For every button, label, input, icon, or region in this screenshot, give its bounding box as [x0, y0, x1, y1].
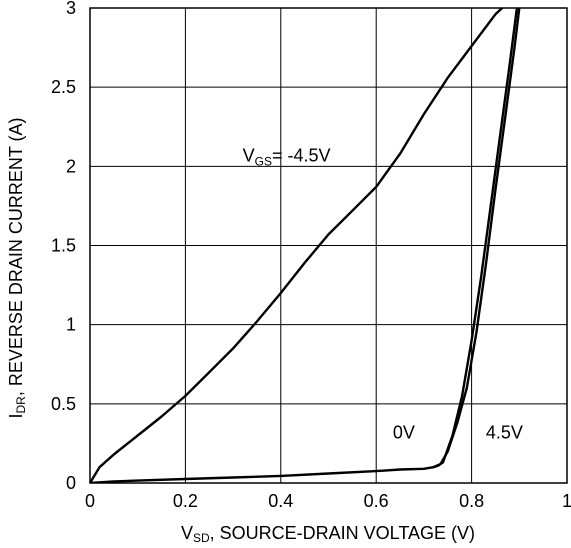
x-tick-label: 0.6 [364, 491, 389, 511]
y-tick-label: 2 [66, 156, 76, 176]
annotation-0v: 0V [393, 423, 415, 443]
x-tick-label: 0.4 [268, 491, 293, 511]
annotation-4p5v: 4.5V [486, 423, 523, 443]
y-axis-ticks: 0 0.5 1 1.5 2 2.5 3 [51, 0, 76, 493]
series-4p5v-line [432, 8, 521, 469]
y-tick-label: 1 [66, 315, 76, 335]
y-tick-label: 1.5 [51, 236, 76, 256]
y-tick-label: 2.5 [51, 77, 76, 97]
series-0v-line [90, 8, 519, 483]
grid [90, 8, 567, 483]
y-tick-label: 0 [66, 473, 76, 493]
x-axis-ticks: 0 0.2 0.4 0.6 0.8 1 [85, 491, 571, 511]
annotation-vgs-neg4p5v: VGS= -4.5V [243, 146, 331, 169]
y-axis-label: IDR, REVERSE DRAIN CURRENT (A) [6, 117, 28, 418]
y-tick-label: 3 [66, 0, 76, 18]
x-tick-label: 0.8 [459, 491, 484, 511]
x-tick-label: 0 [85, 491, 95, 511]
y-tick-label: 0.5 [51, 394, 76, 414]
plot-frame [89, 7, 568, 484]
x-axis-label: VSD, SOURCE-DRAIN VOLTAGE (V) [181, 523, 475, 545]
x-tick-label: 1 [562, 491, 571, 511]
annotations: VGS= -4.5V 0V 4.5V [243, 146, 523, 443]
plot-area [90, 8, 521, 483]
x-tick-label: 0.2 [173, 491, 198, 511]
series-vgs-neg4p5v-line [90, 8, 504, 483]
